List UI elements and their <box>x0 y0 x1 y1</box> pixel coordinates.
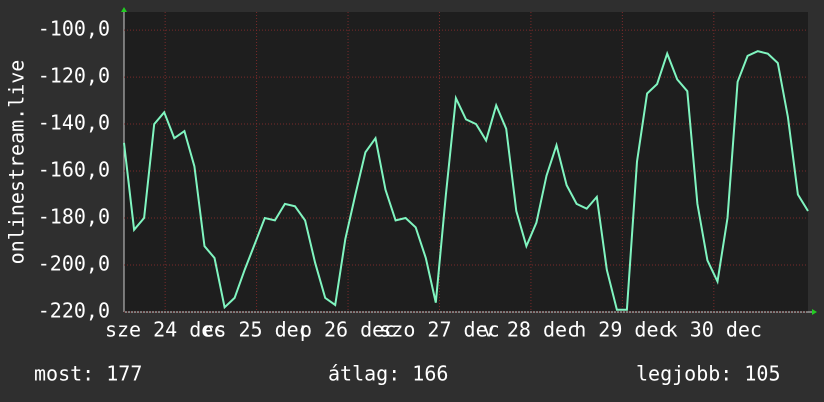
x-tick-label: p 26 dec <box>300 318 396 342</box>
y-tick-label: -140,0 <box>38 111 110 135</box>
current-value: most: 177 <box>34 362 142 386</box>
average-value: átlag: 166 <box>328 362 448 386</box>
x-tick-label: cs 25 dec <box>202 318 310 342</box>
y-axis-label: onlinestream.live <box>5 60 29 265</box>
y-tick-label: -160,0 <box>38 158 110 182</box>
x-tick-label: sze 24 dec <box>105 318 225 342</box>
y-arrow <box>121 7 127 12</box>
best-value: legjobb: 105 <box>636 362 781 386</box>
x-tick-label: k 30 dec <box>666 318 762 342</box>
y-tick-label: -220,0 <box>38 299 110 323</box>
x-tick-label: v 28 dec <box>483 318 579 342</box>
plot-area <box>124 12 808 312</box>
x-tick-label: szo 27 dec <box>379 318 499 342</box>
y-tick-label: -200,0 <box>38 252 110 276</box>
x-arrow <box>812 309 817 315</box>
y-tick-label: -100,0 <box>38 17 110 41</box>
y-tick-label: -180,0 <box>38 205 110 229</box>
data-line <box>123 50 809 311</box>
y-tick-label: -120,0 <box>38 64 110 88</box>
x-tick-label: h 29 dec <box>574 318 670 342</box>
